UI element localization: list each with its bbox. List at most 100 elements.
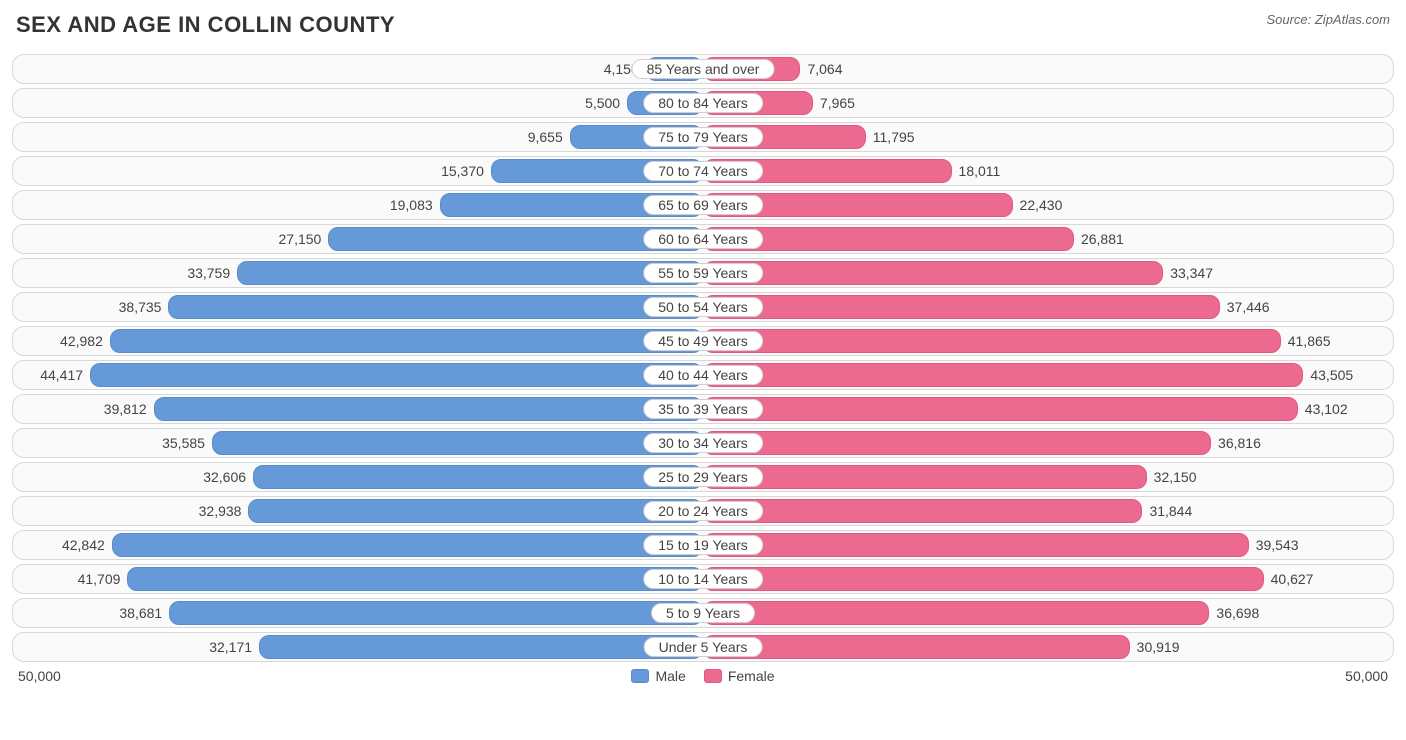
pyramid-row: 9,65511,79575 to 79 Years bbox=[12, 122, 1394, 152]
female-value-label: 30,919 bbox=[1137, 639, 1180, 655]
male-bar: 42,982 bbox=[110, 329, 703, 353]
female-half: 39,543 bbox=[703, 533, 1393, 557]
male-half: 38,681 bbox=[13, 601, 703, 625]
female-value-label: 7,965 bbox=[820, 95, 855, 111]
female-bar: 30,919 bbox=[703, 635, 1130, 659]
male-bar: 33,759 bbox=[237, 261, 703, 285]
female-value-label: 33,347 bbox=[1170, 265, 1213, 281]
pyramid-row: 42,84239,54315 to 19 Years bbox=[12, 530, 1394, 560]
female-value-label: 32,150 bbox=[1154, 469, 1197, 485]
legend: Male Female bbox=[631, 668, 774, 684]
female-value-label: 37,446 bbox=[1227, 299, 1270, 315]
male-half: 41,709 bbox=[13, 567, 703, 591]
male-value-label: 35,585 bbox=[162, 435, 205, 451]
female-half: 37,446 bbox=[703, 295, 1393, 319]
male-value-label: 32,171 bbox=[209, 639, 252, 655]
age-category-label: 25 to 29 Years bbox=[643, 467, 763, 487]
male-value-label: 32,938 bbox=[199, 503, 242, 519]
female-value-label: 36,698 bbox=[1216, 605, 1259, 621]
age-category-label: 10 to 14 Years bbox=[643, 569, 763, 589]
axis-left-max: 50,000 bbox=[18, 668, 61, 684]
male-half: 33,759 bbox=[13, 261, 703, 285]
age-category-label: 70 to 74 Years bbox=[643, 161, 763, 181]
male-value-label: 42,982 bbox=[60, 333, 103, 349]
age-category-label: 85 Years and over bbox=[632, 59, 775, 79]
male-half: 5,500 bbox=[13, 91, 703, 115]
female-bar: 43,102 bbox=[703, 397, 1298, 421]
male-swatch-icon bbox=[631, 669, 649, 683]
female-half: 32,150 bbox=[703, 465, 1393, 489]
male-bar: 32,606 bbox=[253, 465, 703, 489]
female-value-label: 43,505 bbox=[1310, 367, 1353, 383]
male-value-label: 19,083 bbox=[390, 197, 433, 213]
male-value-label: 39,812 bbox=[104, 401, 147, 417]
female-half: 40,627 bbox=[703, 567, 1393, 591]
male-bar: 42,842 bbox=[112, 533, 703, 557]
age-category-label: 5 to 9 Years bbox=[651, 603, 755, 623]
female-value-label: 31,844 bbox=[1149, 503, 1192, 519]
pyramid-row: 32,60632,15025 to 29 Years bbox=[12, 462, 1394, 492]
age-category-label: 60 to 64 Years bbox=[643, 229, 763, 249]
female-value-label: 7,064 bbox=[807, 61, 842, 77]
male-bar: 44,417 bbox=[90, 363, 703, 387]
female-bar: 36,698 bbox=[703, 601, 1209, 625]
age-category-label: Under 5 Years bbox=[644, 637, 763, 657]
male-bar: 38,735 bbox=[168, 295, 703, 319]
pyramid-row: 44,41743,50540 to 44 Years bbox=[12, 360, 1394, 390]
legend-male-label: Male bbox=[655, 668, 685, 684]
male-half: 44,417 bbox=[13, 363, 703, 387]
male-value-label: 27,150 bbox=[279, 231, 322, 247]
male-bar: 38,681 bbox=[169, 601, 703, 625]
age-category-label: 65 to 69 Years bbox=[643, 195, 763, 215]
male-value-label: 38,735 bbox=[119, 299, 162, 315]
pyramid-row: 38,73537,44650 to 54 Years bbox=[12, 292, 1394, 322]
female-bar: 31,844 bbox=[703, 499, 1142, 523]
female-half: 36,816 bbox=[703, 431, 1393, 455]
pyramid-row: 4,150 7,064 85 Years and over bbox=[12, 54, 1394, 84]
female-value-label: 22,430 bbox=[1020, 197, 1063, 213]
axis-right-max: 50,000 bbox=[1345, 668, 1388, 684]
male-half: 32,606 bbox=[13, 465, 703, 489]
pyramid-row: 27,150 26,88160 to 64 Years bbox=[12, 224, 1394, 254]
female-bar: 41,865 bbox=[703, 329, 1281, 353]
female-bar: 39,543 bbox=[703, 533, 1249, 557]
male-half: 4,150 bbox=[13, 57, 703, 81]
male-value-label: 9,655 bbox=[528, 129, 563, 145]
pyramid-row: 15,37018,01170 to 74 Years bbox=[12, 156, 1394, 186]
male-half: 42,842 bbox=[13, 533, 703, 557]
pyramid-row: 42,98241,86545 to 49 Years bbox=[12, 326, 1394, 356]
legend-female: Female bbox=[704, 668, 775, 684]
female-bar: 32,150 bbox=[703, 465, 1147, 489]
female-bar: 36,816 bbox=[703, 431, 1211, 455]
male-half: 38,735 bbox=[13, 295, 703, 319]
female-value-label: 18,011 bbox=[959, 163, 1001, 179]
female-value-label: 41,865 bbox=[1288, 333, 1331, 349]
female-half: 22,430 bbox=[703, 193, 1393, 217]
male-half: 42,982 bbox=[13, 329, 703, 353]
male-half: 39,812 bbox=[13, 397, 703, 421]
female-half: 41,865 bbox=[703, 329, 1393, 353]
legend-male: Male bbox=[631, 668, 685, 684]
male-bar: 35,585 bbox=[212, 431, 703, 455]
female-value-label: 39,543 bbox=[1256, 537, 1299, 553]
male-half: 19,083 bbox=[13, 193, 703, 217]
pyramid-row: 39,81243,10235 to 39 Years bbox=[12, 394, 1394, 424]
female-value-label: 43,102 bbox=[1305, 401, 1348, 417]
male-bar: 39,812 bbox=[154, 397, 703, 421]
female-bar: 43,505 bbox=[703, 363, 1303, 387]
legend-female-label: Female bbox=[728, 668, 775, 684]
chart-footer: 50,000 Male Female 50,000 bbox=[12, 668, 1394, 684]
pyramid-row: 33,759 33,347 55 to 59 Years bbox=[12, 258, 1394, 288]
pyramid-row: 38,68136,6985 to 9 Years bbox=[12, 598, 1394, 628]
female-half: 30,919 bbox=[703, 635, 1393, 659]
pyramid-row: 41,70940,62710 to 14 Years bbox=[12, 564, 1394, 594]
female-half: 26,881 bbox=[703, 227, 1393, 251]
male-value-label: 44,417 bbox=[40, 367, 83, 383]
pyramid-row: 32,93831,84420 to 24 Years bbox=[12, 496, 1394, 526]
female-half: 36,698 bbox=[703, 601, 1393, 625]
male-half: 32,171 bbox=[13, 635, 703, 659]
female-bar: 37,446 bbox=[703, 295, 1220, 319]
age-category-label: 55 to 59 Years bbox=[643, 263, 763, 283]
female-half: 11,795 bbox=[703, 125, 1393, 149]
female-value-label: 11,795 bbox=[873, 129, 915, 145]
